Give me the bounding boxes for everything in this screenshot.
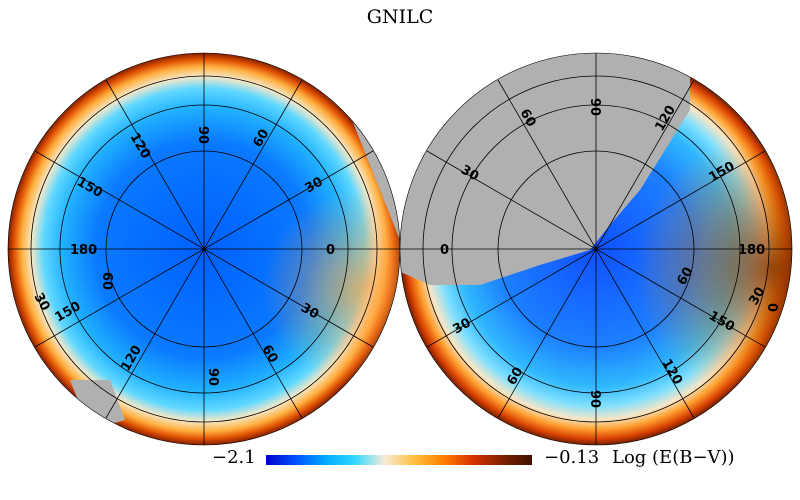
lon-0-right-edge: 0 <box>767 303 782 312</box>
lon-0: 0 <box>326 243 335 258</box>
north-mask-bottom-left <box>70 380 125 430</box>
lon-90-top: 90 <box>195 126 210 144</box>
lon-0: 0 <box>440 243 449 258</box>
lon-180: 180 <box>738 243 765 258</box>
lon-90-bottom: 90 <box>587 390 602 408</box>
colorbar <box>266 455 532 465</box>
lon-90-bottom: 90 <box>205 368 220 386</box>
colorbar-max-label: −0.13 <box>544 447 600 468</box>
lon-60-left: 60 <box>99 272 114 290</box>
colorbar-min-label: −2.1 <box>212 447 256 468</box>
south-mask-top-left <box>400 53 690 285</box>
north-hemisphere: 90 60 30 0 30 60 90 120 150 30 60 180 15… <box>7 52 401 446</box>
colorbar-quantity-label: Log (E(B−V)) <box>612 447 735 468</box>
lon-90-top: 90 <box>587 98 602 116</box>
lon-180: 180 <box>70 243 97 258</box>
map-title: GNILC <box>366 6 434 28</box>
south-hemisphere: 90 60 120 30 0 150 180 60 30 0 150 30 60… <box>399 52 793 446</box>
